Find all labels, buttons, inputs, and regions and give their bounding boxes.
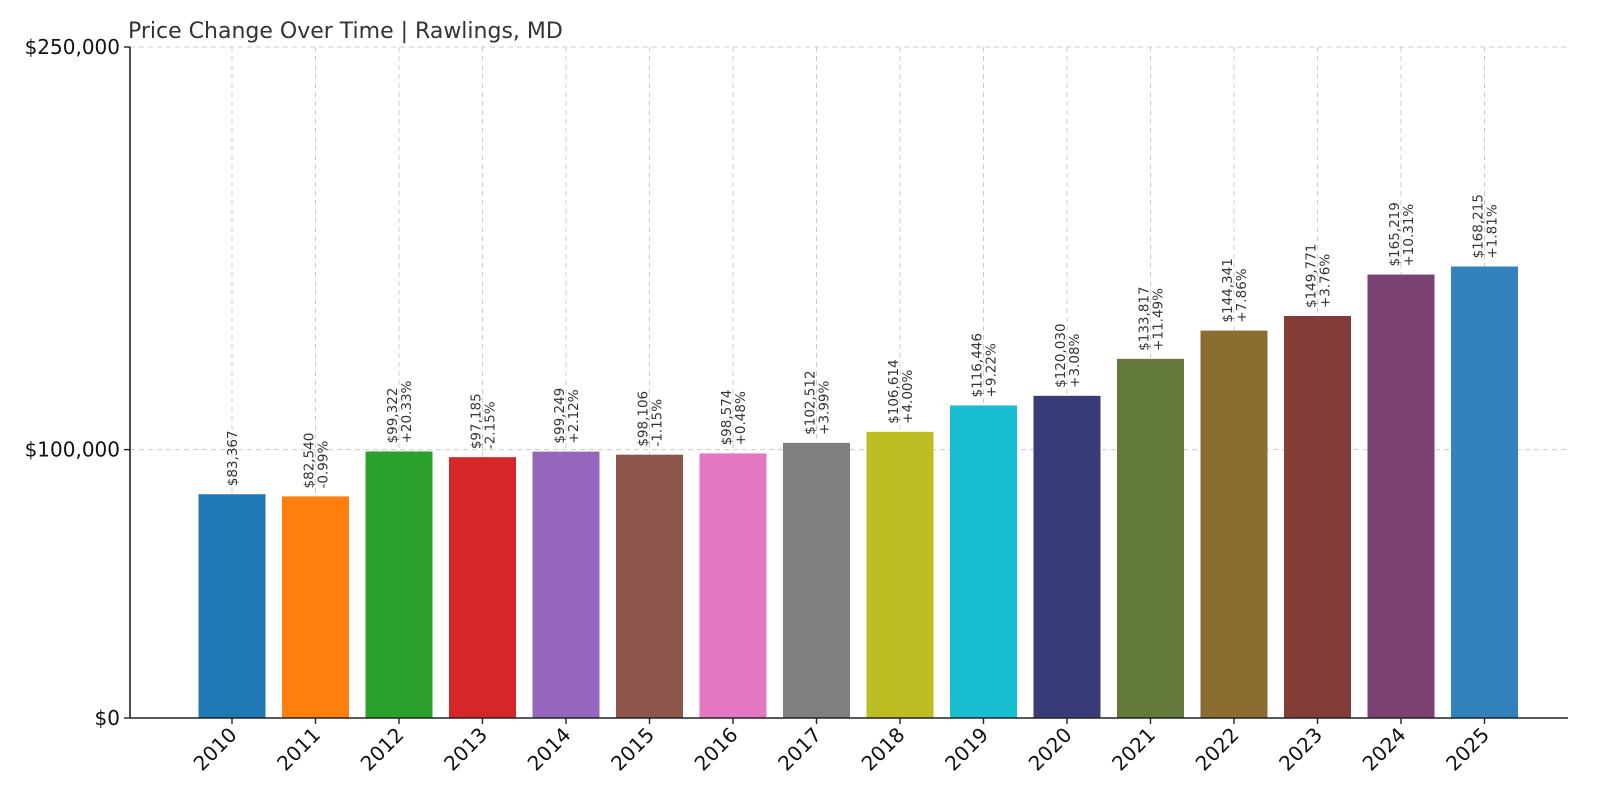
x-tick-label: 2012	[356, 723, 409, 776]
value-label: $106,614	[886, 359, 902, 423]
change-label: +4.00%	[900, 369, 916, 423]
x-tick-label: 2023	[1274, 723, 1327, 776]
bar	[699, 453, 767, 718]
value-label: $165,219	[1387, 202, 1403, 266]
bar	[449, 457, 516, 718]
change-label: +10.31%	[1401, 204, 1417, 267]
value-label: $82,540	[302, 433, 318, 489]
x-tick-label: 2010	[189, 723, 242, 776]
change-label: +20.33%	[399, 380, 415, 443]
bar	[1033, 395, 1101, 718]
value-label: $102,512	[803, 370, 819, 434]
x-tick-label: 2014	[523, 723, 576, 776]
change-label: -2.15%	[483, 401, 499, 449]
value-label: $149,771	[1304, 244, 1320, 308]
y-tick-label: $0	[95, 706, 120, 730]
bar	[1200, 330, 1268, 718]
value-label: $116,446	[970, 333, 986, 397]
x-tick-label: 2025	[1441, 723, 1494, 776]
bar	[282, 496, 349, 718]
x-tick-label: 2015	[606, 723, 659, 776]
change-label: +3.99%	[817, 380, 833, 434]
value-label: $99,322	[385, 388, 401, 444]
x-tick-label: 2019	[940, 723, 993, 776]
change-label: -1.15%	[650, 399, 666, 447]
bar	[532, 451, 600, 718]
value-label: $99,249	[552, 388, 568, 444]
value-label: $168,215	[1471, 194, 1487, 258]
change-label: -0.99%	[316, 441, 332, 489]
value-label: $120,030	[1053, 323, 1069, 387]
y-tick-label: $250,000	[25, 35, 120, 59]
x-tick-label: 2018	[857, 723, 910, 776]
x-tick-label: 2022	[1191, 723, 1244, 776]
bars	[198, 266, 1518, 718]
data-labels: $83,367 $82,540-0.99% $99,322+20.33% $97,18…	[225, 194, 1501, 488]
change-label: +3.08%	[1067, 333, 1083, 387]
bar	[198, 494, 266, 718]
change-label: +11.49%	[1151, 288, 1167, 351]
change-label: +1.81%	[1485, 204, 1501, 258]
x-tick-label: 2020	[1024, 723, 1077, 776]
bar	[1367, 274, 1435, 718]
change-label: +9.22%	[984, 343, 1000, 397]
axes	[129, 47, 1568, 719]
bar	[866, 431, 934, 718]
change-label: +7.86%	[1234, 268, 1250, 322]
x-tick-label: 2024	[1358, 723, 1411, 776]
value-label: $133,817	[1137, 286, 1153, 350]
bar	[950, 405, 1017, 718]
y-tick-label: $100,000	[25, 438, 120, 462]
bar	[1284, 316, 1351, 718]
value-label: $144,341	[1220, 258, 1236, 322]
value-label: $97,185	[469, 393, 485, 449]
bar	[783, 442, 850, 718]
bar	[365, 451, 433, 718]
change-label: +3.76%	[1318, 254, 1334, 308]
bar	[616, 454, 683, 718]
change-label: +2.12%	[566, 389, 582, 443]
y-axis-ticks: $0 $100,000 $250,000	[25, 35, 130, 730]
x-tick-label: 2017	[773, 723, 826, 776]
chart-title: Price Change Over Time | Rawlings, MD	[128, 19, 563, 44]
x-axis-ticks: 2010 2011 2012 2013 2014 2015 2016 2017 2018 2019…	[189, 718, 1494, 776]
change-label: +0.48%	[733, 391, 749, 445]
x-tick-label: 2021	[1107, 723, 1160, 776]
x-tick-label: 2016	[690, 723, 743, 776]
x-tick-label: 2011	[272, 723, 325, 776]
value-label: $83,367	[225, 430, 241, 486]
x-tick-label: 2013	[439, 723, 492, 776]
bar	[1117, 358, 1184, 718]
value-label: $98,106	[636, 391, 652, 447]
bar	[1451, 266, 1518, 718]
value-label: $98,574	[719, 390, 735, 446]
